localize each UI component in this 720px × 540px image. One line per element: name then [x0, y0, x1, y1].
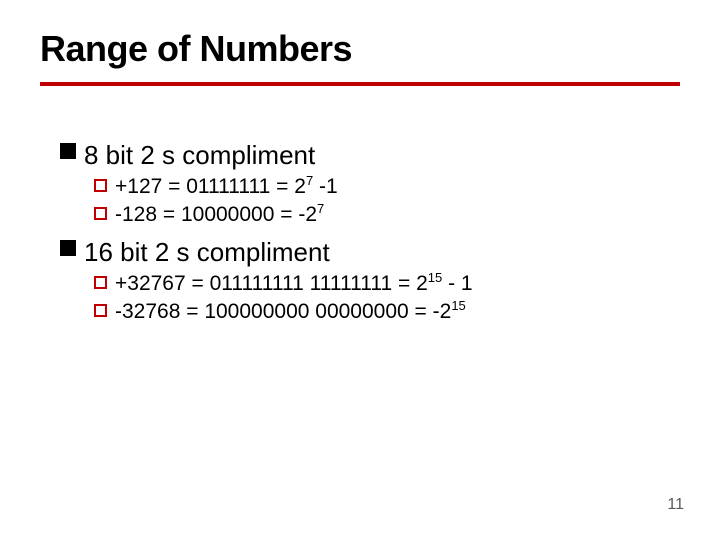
square-bullet-icon — [60, 240, 76, 256]
square-bullet-icon — [60, 143, 76, 159]
bullet-level2: +127 = 01111111 = 27 -1 — [94, 175, 670, 199]
bullet-level2: +32767 = 011111111 11111111 = 215 - 1 — [94, 272, 670, 296]
bullet-level2: -128 = 10000000 = -27 — [94, 203, 670, 227]
slide-content: 8 bit 2 s compliment +127 = 01111111 = 27… — [60, 130, 670, 326]
hollow-square-bullet-icon — [94, 304, 107, 317]
page-number: 11 — [667, 496, 684, 514]
bullet-text: +32767 = 011111111 11111111 = 215 - 1 — [115, 272, 473, 296]
bullet-text: 16 bit 2 s compliment — [84, 237, 330, 268]
slide-title: Range of Numbers — [40, 28, 352, 70]
bullet-level1: 16 bit 2 s compliment — [60, 237, 670, 268]
slide: Range of Numbers 8 bit 2 s compliment +12… — [0, 0, 720, 540]
hollow-square-bullet-icon — [94, 179, 107, 192]
hollow-square-bullet-icon — [94, 207, 107, 220]
title-underline — [40, 82, 680, 86]
hollow-square-bullet-icon — [94, 276, 107, 289]
bullet-text: 8 bit 2 s compliment — [84, 140, 315, 171]
bullet-level2: -32768 = 100000000 00000000 = -215 — [94, 300, 670, 324]
bullet-level1: 8 bit 2 s compliment — [60, 140, 670, 171]
bullet-text: -32768 = 100000000 00000000 = -215 — [115, 300, 466, 324]
bullet-text: -128 = 10000000 = -27 — [115, 203, 324, 227]
bullet-text: +127 = 01111111 = 27 -1 — [115, 175, 338, 199]
